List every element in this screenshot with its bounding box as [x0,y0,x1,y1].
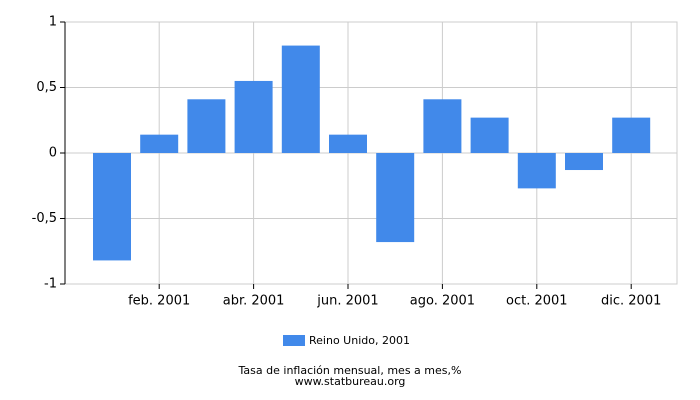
bar [612,117,651,153]
bar [187,99,226,153]
x-tick-label: oct. 2001 [506,294,568,309]
bar [423,99,462,153]
bar [470,117,509,153]
bar [329,134,367,153]
bar [565,153,603,171]
y-tick-label: 0,5 [36,80,57,95]
y-tick-label: 1 [49,15,57,30]
legend-label: Reino Unido, 2001 [309,334,410,347]
bar [93,153,131,261]
y-tick-label: -1 [44,277,57,292]
bar [281,45,320,153]
x-tick-label: feb. 2001 [128,294,190,309]
x-tick-label: dic. 2001 [601,294,661,309]
x-tick-label: abr. 2001 [223,294,285,309]
x-tick-label: jun. 2001 [316,294,378,309]
y-tick-label: 0 [49,146,57,161]
legend-swatch [283,335,305,346]
x-tick-label: ago. 2001 [410,294,475,309]
bar [517,153,556,189]
source: www.statbureau.org [295,375,406,388]
bar [376,153,415,243]
y-tick-label: -0,5 [32,211,57,226]
bar [140,134,179,153]
bar [234,80,273,153]
chart-title: Tasa de inflación mensual, mes a mes,% [238,364,462,377]
